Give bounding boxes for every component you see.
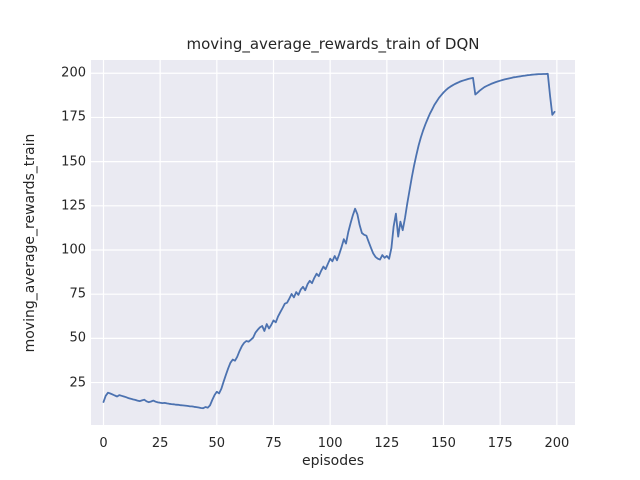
y-tick-label: 175 — [61, 109, 86, 125]
dqn-line-series — [102, 72, 556, 410]
x-tick-label: 125 — [374, 436, 400, 451]
y-tick-label: 50 — [69, 330, 86, 346]
x-tick-label: 200 — [544, 436, 570, 451]
x-tick-label: 175 — [487, 436, 513, 451]
y-tick-label: 75 — [69, 286, 86, 302]
y-tick-label: 25 — [69, 375, 86, 391]
x-tick-label: 100 — [317, 436, 343, 451]
plot-background — [91, 60, 575, 425]
gridlines — [91, 60, 575, 425]
y-tick-label: 200 — [61, 65, 86, 81]
y-tick-label: 150 — [61, 154, 86, 170]
x-tick-label: 25 — [151, 436, 169, 451]
x-tick-label: 75 — [265, 436, 282, 451]
x-tick-label: 150 — [431, 436, 456, 451]
x-tick-label: 0 — [99, 436, 108, 451]
y-tick-label: 100 — [61, 242, 86, 258]
x-axis-label: episodes — [301, 453, 365, 469]
y-tick-label: 125 — [61, 198, 86, 214]
chart-title: moving_average_rewards_train of DQN — [186, 35, 480, 53]
series-line — [102, 72, 556, 410]
x-tick-label: 50 — [208, 436, 226, 451]
y-axis-label: moving_average_rewards_train — [22, 133, 38, 353]
